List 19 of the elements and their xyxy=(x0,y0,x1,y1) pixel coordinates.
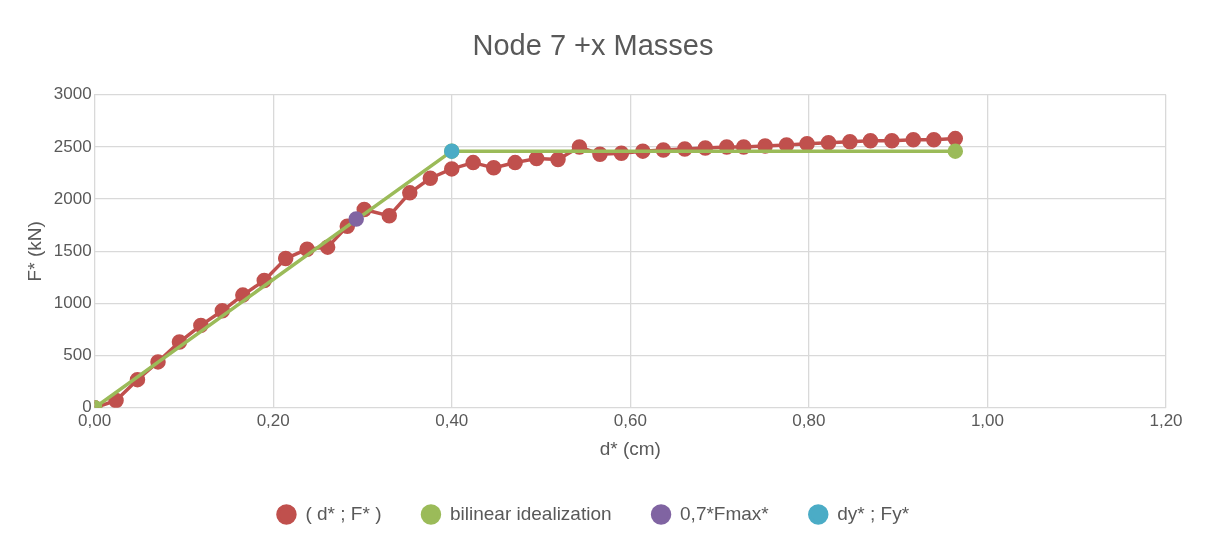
y-tick-label: 1500 xyxy=(53,240,92,260)
y-tick-label: 2000 xyxy=(53,188,92,208)
y-tick-label: 3000 xyxy=(53,84,92,104)
y-tick-label: 2500 xyxy=(53,136,92,156)
x-tick-label: 0,20 xyxy=(256,410,290,430)
legend-label: dy* ; Fy* xyxy=(837,502,910,524)
legend-label: 0,7*Fmax* xyxy=(680,502,770,524)
x-tick-label: 0,40 xyxy=(435,410,469,430)
x-tick-label: 1,00 xyxy=(970,410,1004,430)
legend-label: ( d* ; F* ) xyxy=(305,502,382,524)
x-axis-title: d* (cm) xyxy=(599,437,661,459)
chart-title: Node 7 +x Masses xyxy=(472,29,714,62)
y-axis-title: F* (kN) xyxy=(23,221,45,282)
x-tick-label: 0,60 xyxy=(613,410,647,430)
x-tick-label: 1,20 xyxy=(1149,410,1183,430)
x-tick-label: 0,80 xyxy=(792,410,826,430)
legend-label: bilinear idealization xyxy=(449,502,612,524)
y-tick-label: 1000 xyxy=(53,293,92,313)
y-tick-label: 500 xyxy=(63,345,92,365)
